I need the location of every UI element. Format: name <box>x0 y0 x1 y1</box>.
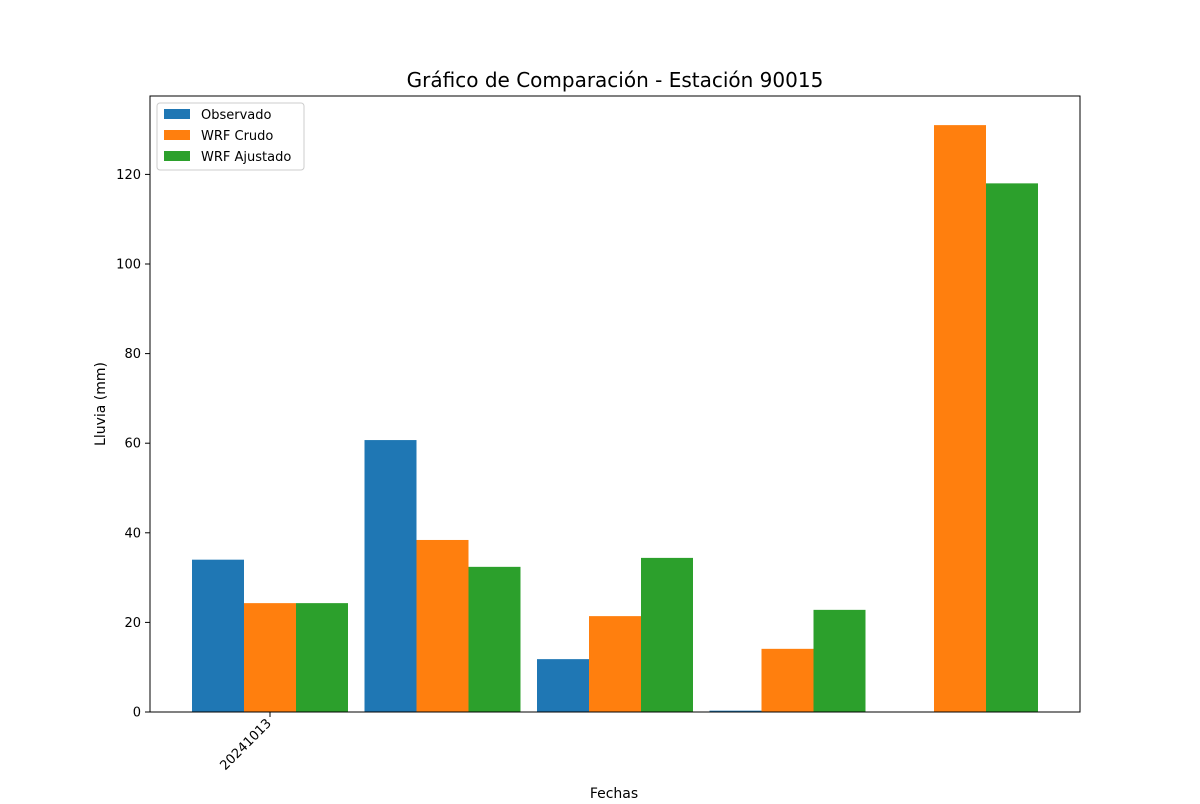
y-tick-label: 80 <box>124 347 141 362</box>
x-axis: 20241013 <box>217 712 275 774</box>
bar-wrf-ajustado-1 <box>468 566 521 712</box>
y-axis-label: Lluvia (mm) <box>93 362 109 446</box>
y-tick-label: 40 <box>124 526 141 541</box>
bar-observado-3 <box>709 710 762 712</box>
y-tick-label: 120 <box>116 168 141 183</box>
y-tick-label: 20 <box>124 616 141 631</box>
bar-wrf-ajustado-4 <box>986 183 1038 713</box>
bar-wrf-ajustado-0 <box>296 603 348 712</box>
bars-group <box>192 125 1038 713</box>
bar-wrf-crudo-3 <box>761 648 814 712</box>
bar-observado-0 <box>192 559 244 712</box>
y-axis: 0 20 40 60 80 100 120 <box>116 168 150 721</box>
x-tick-label: 20241013 <box>217 716 274 773</box>
legend-swatch <box>164 109 190 119</box>
bar-observado-1 <box>364 440 417 712</box>
legend-entry: WRF Ajustado <box>201 150 291 165</box>
legend-swatch <box>164 151 190 161</box>
bar-wrf-ajustado-3 <box>813 609 866 712</box>
x-axis-label: Fechas <box>590 786 638 800</box>
bar-wrf-crudo-1 <box>416 539 469 712</box>
plot-frame <box>149 95 1081 713</box>
chart-title: Gráfico de Comparación - Estación 90015 <box>407 68 824 92</box>
bar-wrf-ajustado-2 <box>641 557 693 712</box>
legend-entry: Observado <box>201 108 272 123</box>
bar-wrf-crudo-4 <box>934 125 986 713</box>
bar-wrf-crudo-2 <box>589 616 641 712</box>
y-tick-label: 0 <box>133 706 141 721</box>
bar-wrf-crudo-0 <box>244 603 296 712</box>
y-tick-label: 100 <box>116 258 141 273</box>
legend-entry: WRF Crudo <box>201 129 273 144</box>
legend: Observado WRF Crudo WRF Ajustado <box>156 102 305 171</box>
bar-observado-2 <box>537 659 589 712</box>
legend-swatch <box>164 130 190 140</box>
y-tick-label: 60 <box>124 437 141 452</box>
legend-box <box>156 102 305 171</box>
